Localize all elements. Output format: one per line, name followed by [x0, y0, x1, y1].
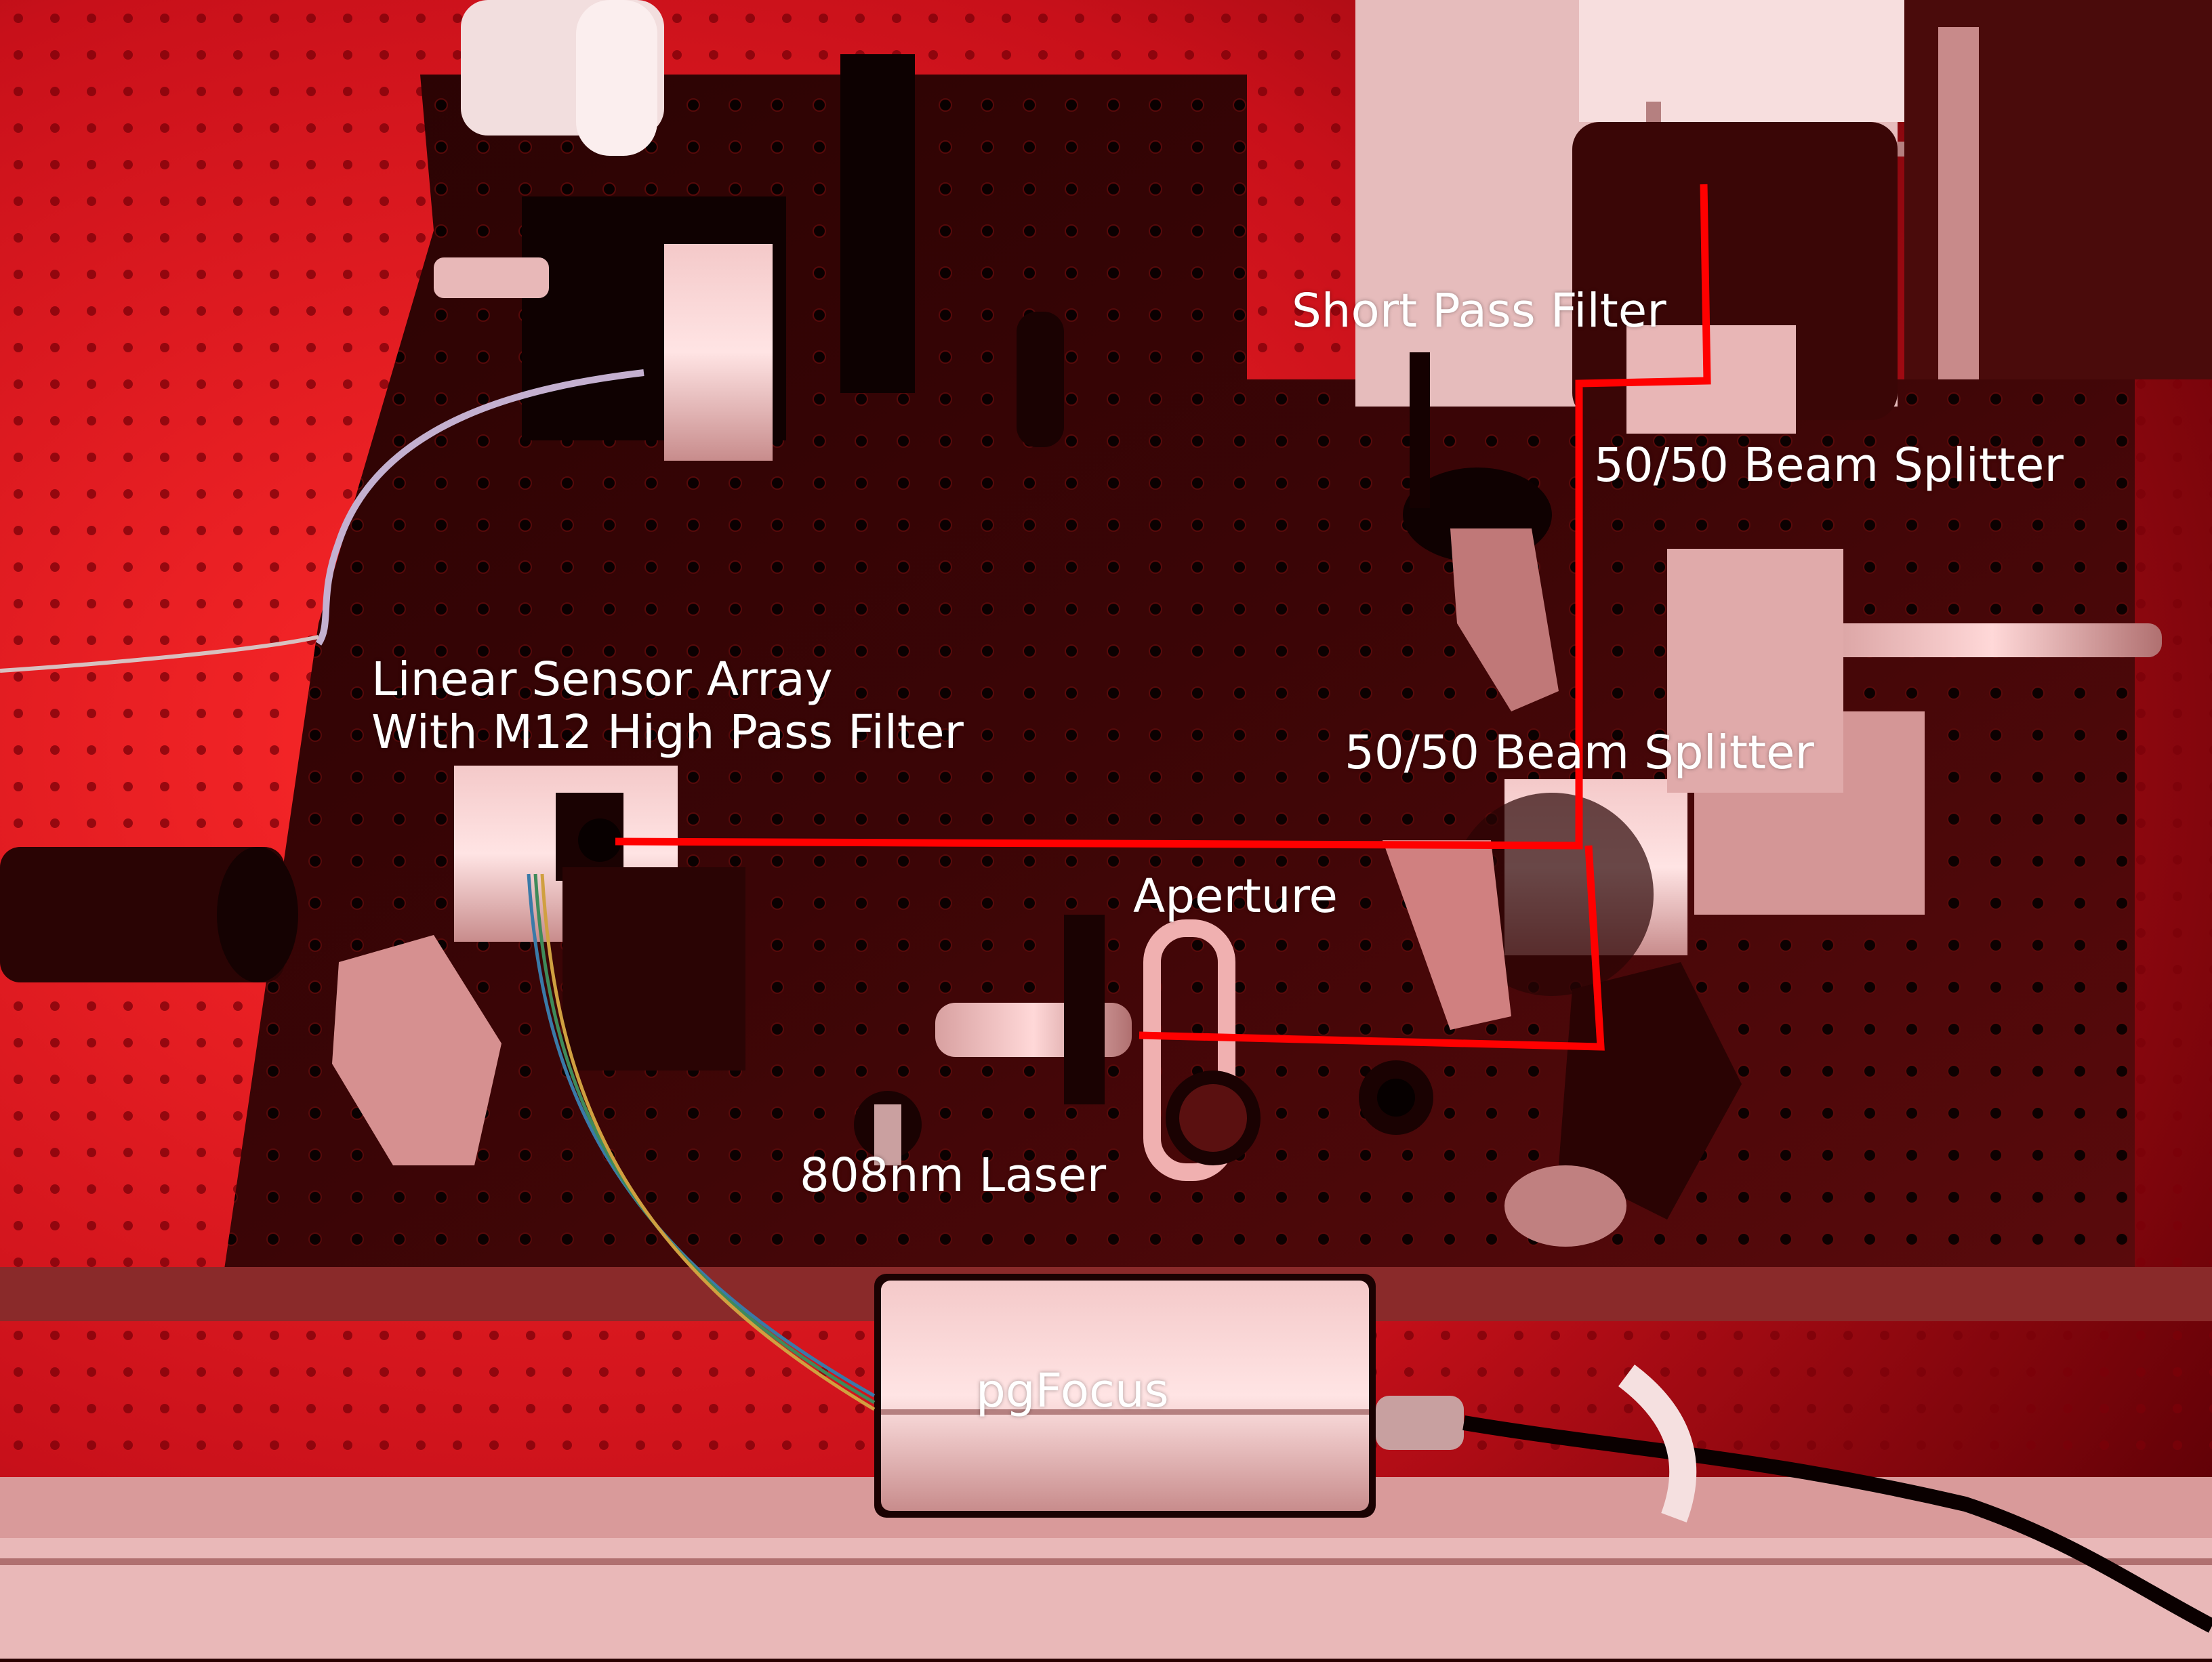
short-pass-filter-label: Short Pass Filter	[1292, 284, 1666, 338]
pgfocus-label: pgFocus	[976, 1364, 1169, 1418]
laser-label: 808nm Laser	[800, 1148, 1107, 1203]
linear-sensor-label-line1: Linear Sensor Array	[371, 652, 833, 707]
beam-path	[615, 184, 1711, 1051]
beam-splitter-top-label: 50/50 Beam Splitter	[1594, 438, 2064, 493]
beam-splitter-mid-label: 50/50 Beam Splitter	[1345, 726, 1814, 780]
aperture-label: Aperture	[1133, 869, 1338, 923]
linear-sensor-label-line2: With M12 High Pass Filter	[371, 705, 964, 760]
